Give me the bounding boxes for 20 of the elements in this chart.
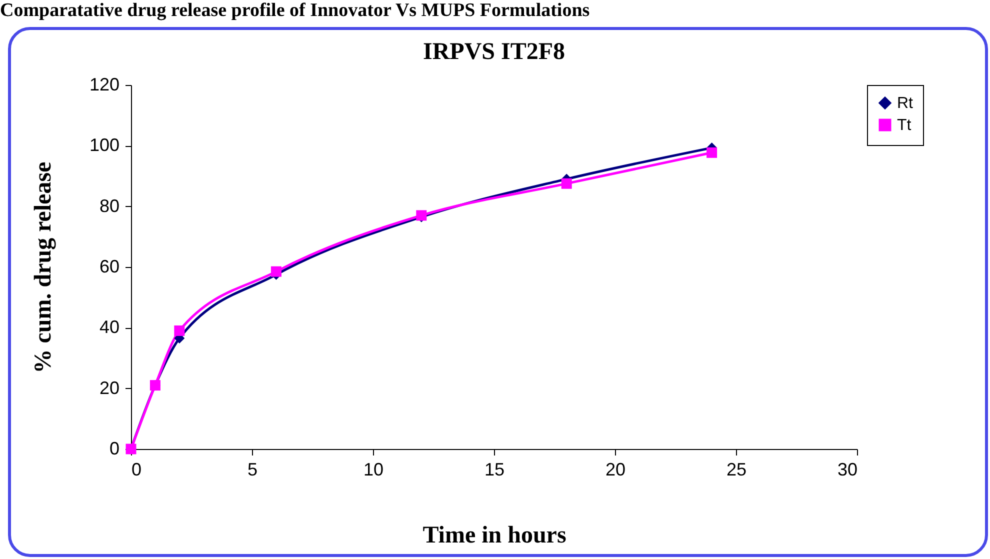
x-tick-label: 25	[726, 460, 747, 480]
legend-label: Rt	[897, 95, 914, 112]
y-tick-label: 100	[89, 135, 120, 156]
y-tick-label: 20	[99, 378, 120, 398]
y-tick-label: 80	[99, 196, 120, 216]
y-tick-label: 0	[109, 438, 120, 458]
legend-label: Tt	[897, 117, 912, 134]
y-tick-label: 60	[99, 256, 120, 276]
y-tick-label: 120	[89, 74, 120, 94]
x-tick-label: 10	[363, 460, 384, 480]
x-tick-label: 0	[132, 460, 142, 480]
y-axis-title: % cum. drug release	[30, 161, 56, 374]
x-tick-label: 15	[484, 460, 505, 480]
y-tick-label: 40	[99, 317, 120, 338]
x-tick-label: 20	[605, 460, 626, 480]
x-tick-label: 5	[247, 460, 258, 480]
chart-title: Comparatative drug release profile of Innovator Vs MUPS Formulations	[0, 0, 590, 22]
chart-subtitle: IRPVS IT2F8	[422, 39, 566, 65]
x-axis-title: Time in hours	[422, 522, 566, 548]
x-tick-label: 30	[837, 460, 858, 480]
